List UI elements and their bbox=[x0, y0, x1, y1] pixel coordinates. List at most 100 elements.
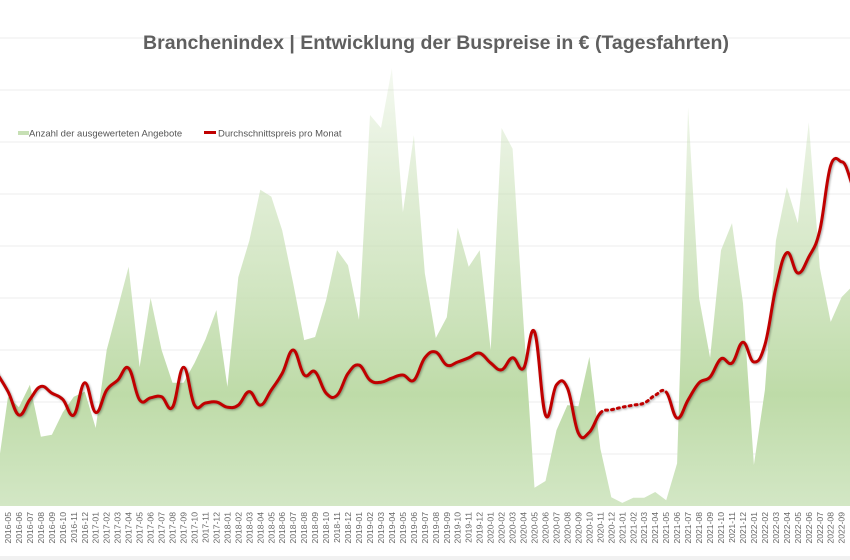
price-point-2020-10[interactable] bbox=[586, 429, 592, 435]
offers-point-2020-10[interactable] bbox=[586, 354, 592, 360]
offers-point-2018-04[interactable] bbox=[257, 187, 263, 193]
offers-point-2018-01[interactable] bbox=[224, 384, 230, 390]
offers-point-2017-07[interactable] bbox=[159, 347, 165, 353]
price-point-2022-02[interactable] bbox=[762, 342, 768, 348]
price-point-2017-02[interactable] bbox=[104, 387, 110, 393]
price-point-2021-10[interactable] bbox=[718, 356, 724, 362]
price-point-2021-11[interactable] bbox=[729, 360, 735, 366]
offers-point-2018-07[interactable] bbox=[290, 280, 296, 286]
price-point-2016-11[interactable] bbox=[71, 412, 77, 418]
offers-point-2021-04[interactable] bbox=[652, 489, 658, 495]
offers-point-2019-05[interactable] bbox=[400, 209, 406, 215]
offers-point-2020-02[interactable] bbox=[499, 125, 505, 131]
price-point-2021-03[interactable] bbox=[641, 400, 647, 406]
price-point-2017-03[interactable] bbox=[115, 377, 121, 383]
offers-point-2021-03[interactable] bbox=[641, 495, 647, 501]
offers-point-2016-05[interactable] bbox=[5, 394, 11, 400]
price-point-2018-08[interactable] bbox=[301, 372, 307, 378]
price-point-2018-07[interactable] bbox=[290, 347, 296, 353]
price-point-2021-06[interactable] bbox=[674, 415, 680, 421]
price-point-2019-05[interactable] bbox=[400, 372, 406, 378]
price-point-2016-08[interactable] bbox=[38, 383, 44, 389]
price-point-2017-04[interactable] bbox=[126, 365, 132, 371]
offers-point-2022-03[interactable] bbox=[773, 238, 779, 244]
offers-point-2022-06[interactable] bbox=[806, 119, 812, 125]
offers-point-2020-05[interactable] bbox=[532, 485, 538, 491]
offers-point-2018-05[interactable] bbox=[268, 194, 274, 200]
price-point-2016-09[interactable] bbox=[49, 390, 55, 396]
price-point-2018-03[interactable] bbox=[246, 389, 252, 395]
price-point-2018-11[interactable] bbox=[334, 392, 340, 398]
price-point-2019-02[interactable] bbox=[367, 377, 373, 383]
offers-point-2016-10[interactable] bbox=[60, 409, 66, 415]
offers-point-2018-11[interactable] bbox=[334, 247, 340, 253]
price-point-2021-07[interactable] bbox=[685, 397, 691, 403]
offers-point-2021-08[interactable] bbox=[696, 295, 702, 301]
offers-point-2022-02[interactable] bbox=[762, 387, 768, 393]
price-point-2016-10[interactable] bbox=[60, 396, 66, 402]
price-point-2017-12[interactable] bbox=[213, 399, 219, 405]
offers-point-2019-10[interactable] bbox=[455, 225, 461, 231]
price-point-2020-06[interactable] bbox=[543, 412, 549, 418]
offers-point-2020-09[interactable] bbox=[575, 403, 581, 409]
offers-point-2018-10[interactable] bbox=[323, 297, 329, 303]
price-point-2018-02[interactable] bbox=[235, 402, 241, 408]
price-point-2020-02[interactable] bbox=[499, 367, 505, 373]
price-point-2022-06[interactable] bbox=[806, 254, 812, 260]
price-point-2017-06[interactable] bbox=[148, 395, 154, 401]
price-point-2018-04[interactable] bbox=[257, 402, 263, 408]
price-point-2020-07[interactable] bbox=[553, 382, 559, 388]
price-point-2017-08[interactable] bbox=[170, 404, 176, 410]
price-point-2020-09[interactable] bbox=[575, 430, 581, 436]
offers-point-2018-08[interactable] bbox=[301, 337, 307, 343]
offers-point-2018-02[interactable] bbox=[235, 274, 241, 280]
price-point-2020-05[interactable] bbox=[532, 329, 538, 335]
price-point-2020-03[interactable] bbox=[510, 355, 516, 361]
price-point-2021-08[interactable] bbox=[696, 380, 702, 386]
offers-point-2017-02[interactable] bbox=[104, 347, 110, 353]
offers-point-2021-02[interactable] bbox=[630, 495, 636, 501]
legend-item-offers[interactable]: Anzahl der ausgewerteten Angebote bbox=[18, 129, 182, 140]
price-point-2020-08[interactable] bbox=[564, 385, 570, 391]
price-point-2021-12[interactable] bbox=[740, 339, 746, 345]
price-point-2016-05[interactable] bbox=[5, 389, 11, 395]
offers-point-2021-07[interactable] bbox=[685, 104, 691, 110]
price-point-2022-07[interactable] bbox=[817, 227, 823, 233]
price-point-2021-05[interactable] bbox=[663, 389, 669, 395]
price-point-2018-09[interactable] bbox=[312, 369, 318, 375]
price-point-2022-03[interactable] bbox=[773, 285, 779, 291]
offers-point-2019-03[interactable] bbox=[378, 125, 384, 131]
price-point-2022-08[interactable] bbox=[828, 162, 834, 168]
offers-point-2021-12[interactable] bbox=[740, 300, 746, 306]
price-point-2016-07[interactable] bbox=[27, 396, 33, 402]
price-point-2019-09[interactable] bbox=[444, 362, 450, 368]
price-point-2019-01[interactable] bbox=[356, 362, 362, 368]
price-point-2018-05[interactable] bbox=[268, 387, 274, 393]
offers-point-2017-01[interactable] bbox=[93, 425, 99, 431]
legend-item-price[interactable]: Durchschnittspreis pro Monat bbox=[204, 129, 342, 140]
price-point-2021-09[interactable] bbox=[707, 374, 713, 380]
offers-point-2021-06[interactable] bbox=[674, 460, 680, 466]
price-point-2016-12[interactable] bbox=[82, 380, 88, 386]
price-point-2017-11[interactable] bbox=[202, 400, 208, 406]
offers-point-2016-08[interactable] bbox=[38, 434, 44, 440]
offers-point-2020-04[interactable] bbox=[521, 321, 527, 327]
price-point-2019-06[interactable] bbox=[411, 377, 417, 383]
offers-point-2017-05[interactable] bbox=[137, 364, 143, 370]
offers-point-2016-07[interactable] bbox=[27, 382, 33, 388]
offers-point-2020-11[interactable] bbox=[597, 446, 603, 452]
offers-point-2016-12[interactable] bbox=[82, 389, 88, 395]
offers-point-2017-08[interactable] bbox=[170, 380, 176, 386]
offers-point-2019-06[interactable] bbox=[411, 132, 417, 138]
offers-point-2017-04[interactable] bbox=[126, 264, 132, 270]
offers-point-2020-07[interactable] bbox=[553, 427, 559, 433]
offers-point-2016-09[interactable] bbox=[49, 432, 55, 438]
offers-point-2022-07[interactable] bbox=[817, 265, 823, 271]
offers-point-2019-02[interactable] bbox=[367, 112, 373, 118]
price-point-2018-10[interactable] bbox=[323, 390, 329, 396]
price-point-2017-05[interactable] bbox=[137, 397, 143, 403]
price-point-2019-04[interactable] bbox=[389, 375, 395, 381]
offers-point-2016-11[interactable] bbox=[71, 394, 77, 400]
offers-point-2019-07[interactable] bbox=[422, 270, 428, 276]
price-point-2017-10[interactable] bbox=[191, 402, 197, 408]
